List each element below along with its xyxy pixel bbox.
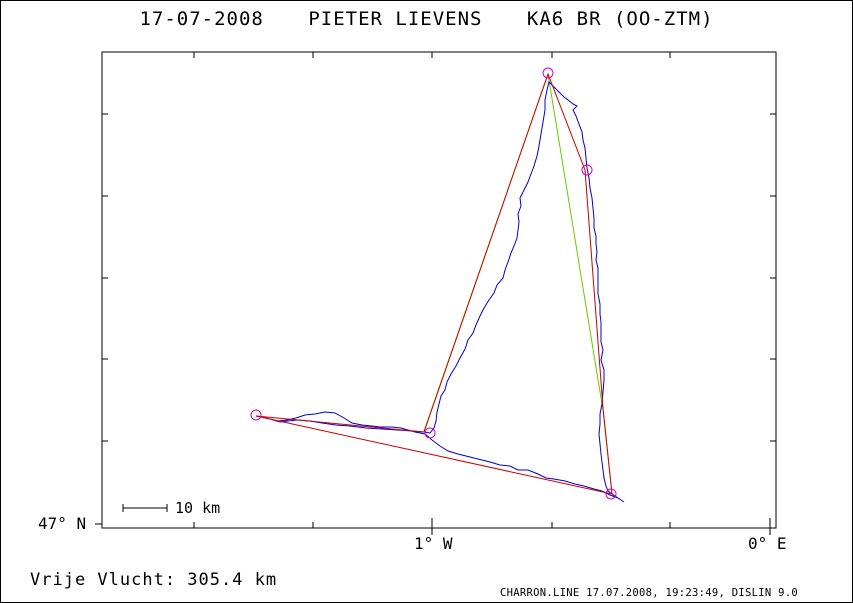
flight-date: 17-07-2008	[139, 8, 264, 30]
turnpoint-marker	[605, 488, 617, 500]
turnpoint-marker	[581, 164, 593, 176]
flight-track	[255, 81, 625, 503]
lat-ticks-left	[95, 113, 108, 525]
render-info: CHARRON.LINE 17.07.2008, 19:23:49, DISLI…	[500, 587, 798, 599]
lat-label: 47° N	[38, 514, 87, 533]
task-line-red	[255, 72, 613, 495]
lon-label-0e: 0° E	[748, 534, 787, 553]
scale-bar	[122, 504, 168, 512]
lon-ticks-top	[193, 52, 671, 58]
lon-label-1w: 1° W	[414, 534, 453, 553]
pilot-name: PIETER LIEVENS	[308, 8, 483, 30]
plot-area	[101, 51, 777, 529]
map-title: 17-07-2008 PIETER LIEVENS KA6 BR (OO-ZTM…	[0, 8, 853, 30]
turnpoint-marker	[250, 409, 262, 421]
scale-bar-label: 10 km	[175, 499, 221, 517]
turnpoints	[250, 67, 617, 500]
flight-result: Vrije Vlucht: 305.4 km	[30, 570, 278, 590]
lon-ticks-bottom	[193, 518, 771, 535]
lat-ticks-right	[770, 113, 776, 442]
task-line-green	[423, 73, 613, 495]
turnpoint-marker	[542, 67, 554, 79]
turnpoint-marker	[424, 427, 436, 439]
glider-id: KA6 BR (OO-ZTM)	[526, 8, 714, 30]
